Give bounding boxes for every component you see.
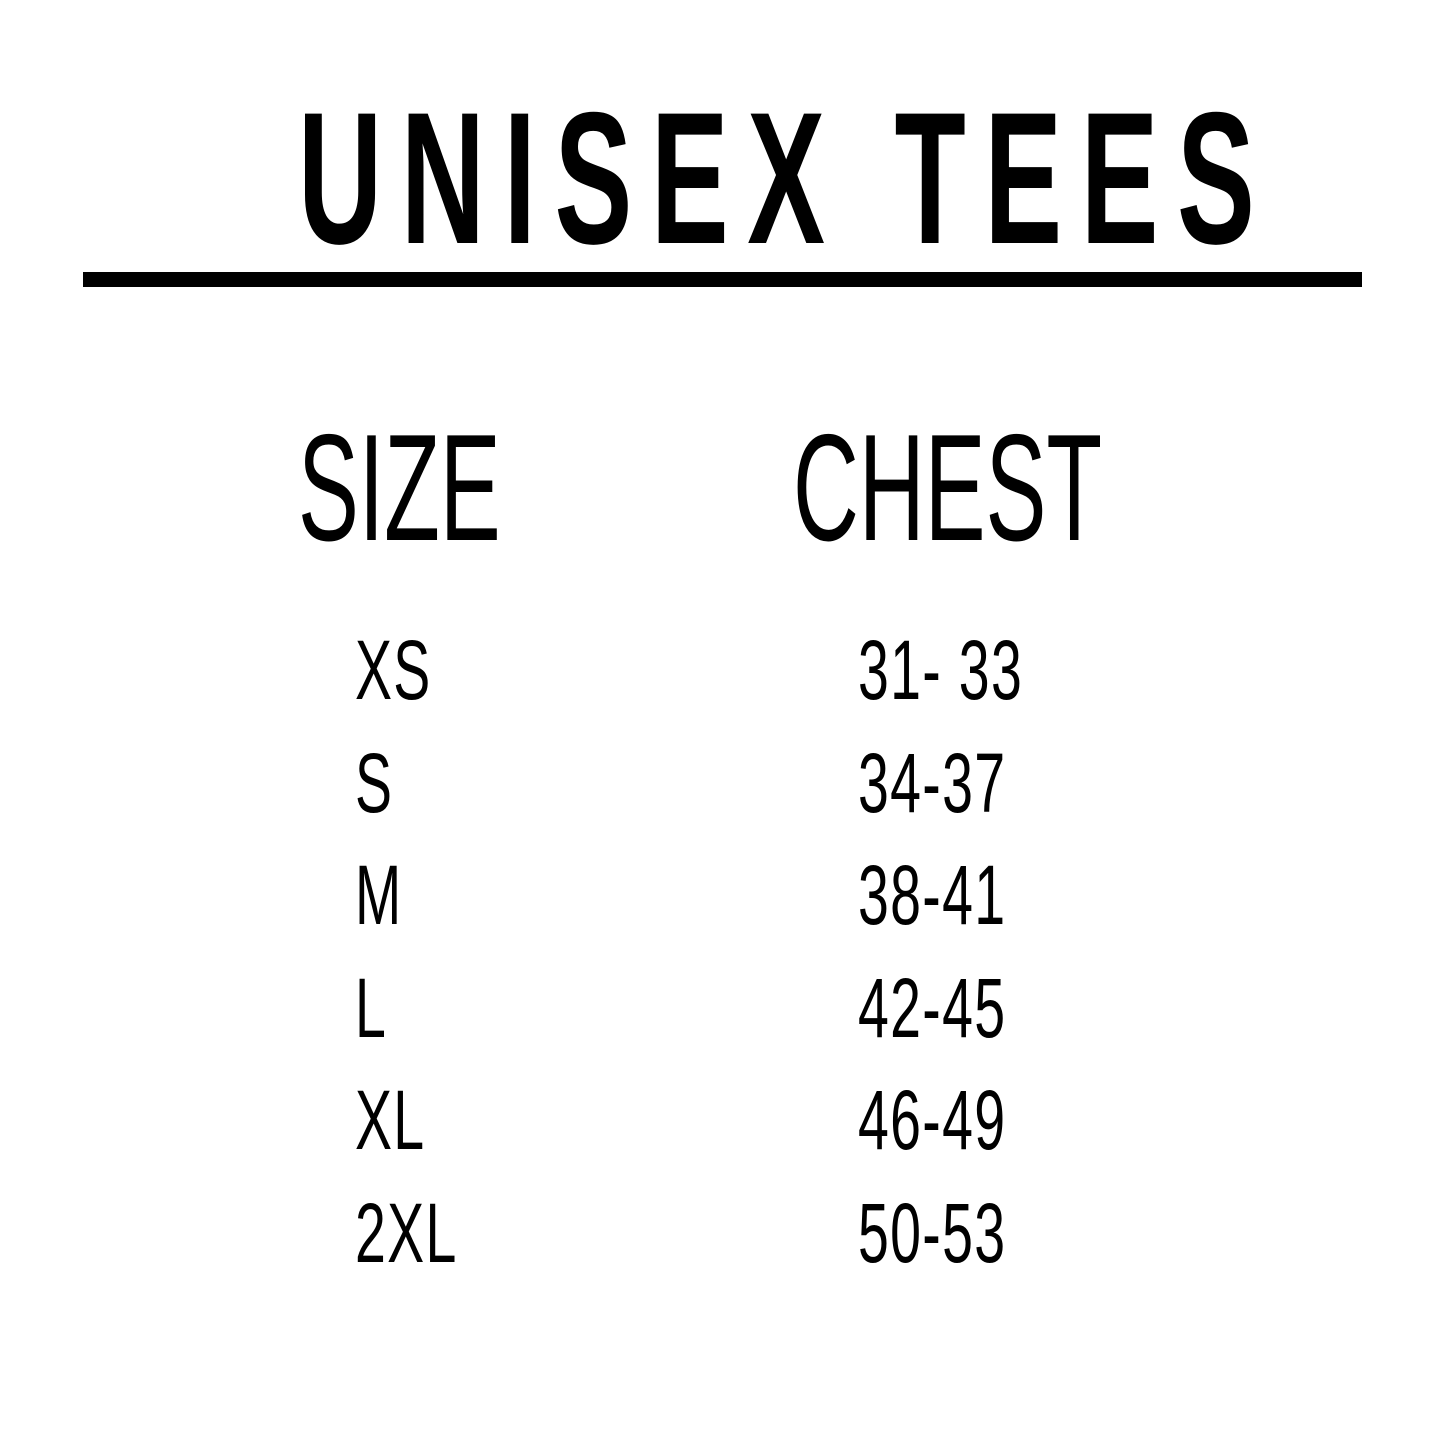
- title-divider: [83, 272, 1362, 287]
- size-cell: XS: [355, 623, 432, 717]
- chest-cell: 38-41: [858, 848, 1007, 942]
- size-cell: XL: [355, 1073, 426, 1167]
- size-cell: S: [355, 735, 394, 830]
- size-cell: 2XL: [355, 1185, 458, 1280]
- size-cell: M: [355, 848, 403, 942]
- size-cell: L: [355, 960, 388, 1055]
- size-column-header: SIZE: [298, 403, 501, 573]
- chest-cell: 50-53: [858, 1185, 1007, 1280]
- chest-cell: 34-37: [858, 735, 1007, 830]
- chest-cell: 31- 33: [858, 623, 1024, 717]
- page-title: UNISEX TEES: [298, 73, 1274, 283]
- chest-cell: 42-45: [858, 960, 1007, 1055]
- chest-cell: 46-49: [858, 1073, 1007, 1167]
- chest-column-header: CHEST: [793, 403, 1103, 573]
